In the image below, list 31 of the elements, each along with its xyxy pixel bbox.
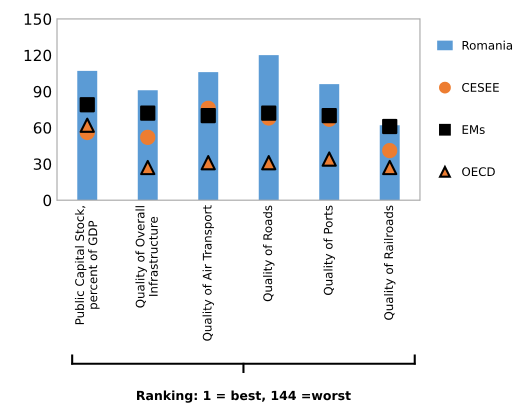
legend-label: OECD	[462, 167, 495, 176]
point	[261, 106, 276, 121]
x-tick-label: Quality of Roads	[263, 206, 274, 302]
legend-label: CESEE	[462, 82, 499, 92]
point	[382, 160, 398, 176]
point	[322, 151, 337, 167]
point	[261, 155, 276, 170]
y-tick-label: 60	[34, 122, 52, 134]
y-tick-label: 90	[34, 86, 52, 98]
y-tick-label: 0	[43, 194, 52, 206]
x-tick-label: Quality of Railroads	[384, 206, 396, 320]
y-tick-label: 150	[24, 13, 52, 25]
text: Ranking: 1 = best, 144 =worst	[137, 390, 351, 403]
point	[382, 142, 398, 158]
point	[322, 108, 337, 124]
legend-label: EMs	[462, 125, 485, 134]
x-tick-label: Public Capital Stock, percent of GDP	[74, 206, 100, 324]
x-tick-label: Quality of Ports	[324, 206, 335, 295]
y-tick-label: 120	[24, 50, 52, 62]
legend-label: Romania	[462, 40, 512, 50]
point	[140, 130, 156, 145]
point	[80, 97, 95, 112]
point	[140, 160, 156, 176]
point	[200, 108, 216, 124]
point	[80, 118, 95, 133]
point	[140, 106, 156, 121]
point	[200, 155, 216, 170]
point	[382, 118, 398, 134]
x-tick-label: Quality of Air Transport	[202, 205, 214, 341]
x-tick-label: Quality of Overall Infrastructure	[135, 206, 158, 308]
y-tick-label: 30	[34, 158, 52, 170]
